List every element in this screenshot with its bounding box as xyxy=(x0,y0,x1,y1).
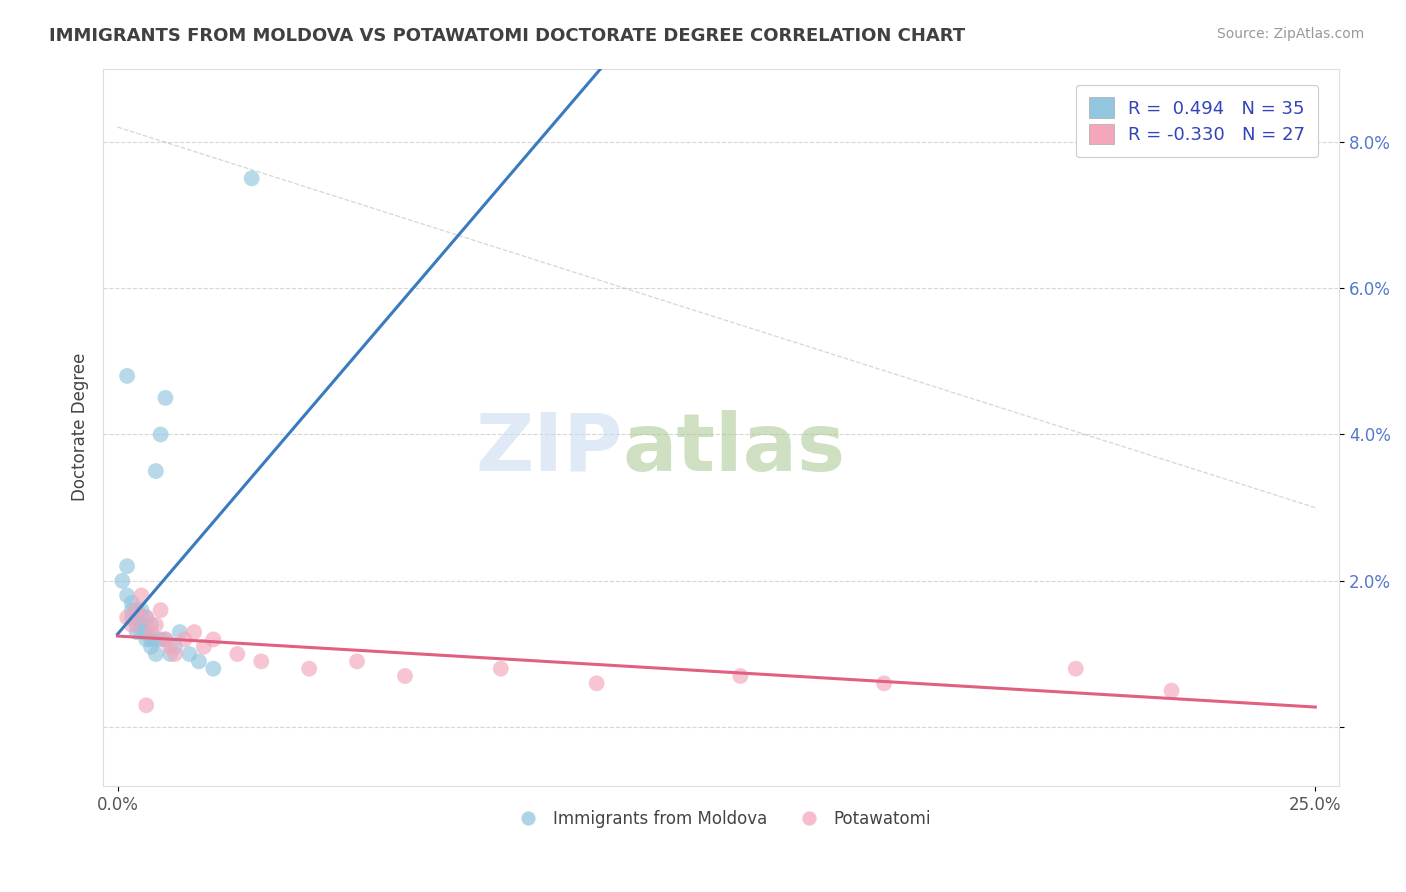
Point xyxy=(394,669,416,683)
Point xyxy=(145,464,167,478)
Point xyxy=(139,640,162,654)
Point xyxy=(125,603,148,617)
Point xyxy=(139,617,162,632)
Point xyxy=(121,610,143,624)
Point xyxy=(173,632,195,647)
Point xyxy=(873,676,896,690)
Legend: Immigrants from Moldova, Potawatomi: Immigrants from Moldova, Potawatomi xyxy=(505,804,938,835)
Text: ZIP: ZIP xyxy=(475,409,623,488)
Point xyxy=(179,647,201,661)
Point xyxy=(298,662,321,676)
Point xyxy=(115,610,138,624)
Point xyxy=(111,574,134,588)
Y-axis label: Doctorate Degree: Doctorate Degree xyxy=(72,353,89,501)
Point xyxy=(131,625,153,640)
Point xyxy=(125,617,148,632)
Point xyxy=(155,632,177,647)
Point xyxy=(139,632,162,647)
Point xyxy=(145,647,167,661)
Point xyxy=(585,676,607,690)
Point xyxy=(202,662,225,676)
Point xyxy=(1160,683,1182,698)
Point xyxy=(125,625,148,640)
Point xyxy=(131,589,153,603)
Point xyxy=(135,610,157,624)
Point xyxy=(135,610,157,624)
Text: IMMIGRANTS FROM MOLDOVA VS POTAWATOMI DOCTORATE DEGREE CORRELATION CHART: IMMIGRANTS FROM MOLDOVA VS POTAWATOMI DO… xyxy=(49,27,966,45)
Point xyxy=(139,625,162,640)
Point xyxy=(226,647,249,661)
Point xyxy=(730,669,752,683)
Point xyxy=(155,632,177,647)
Point xyxy=(188,654,211,668)
Point xyxy=(135,625,157,640)
Point xyxy=(131,603,153,617)
Point xyxy=(121,617,143,632)
Point xyxy=(125,603,148,617)
Point xyxy=(163,647,186,661)
Point xyxy=(121,603,143,617)
Point xyxy=(163,640,186,654)
Point xyxy=(149,603,172,617)
Point xyxy=(145,632,167,647)
Point xyxy=(202,632,225,647)
Point xyxy=(115,368,138,383)
Point xyxy=(1064,662,1087,676)
Point xyxy=(131,610,153,624)
Point xyxy=(115,589,138,603)
Point xyxy=(169,625,191,640)
Point xyxy=(159,647,181,661)
Point xyxy=(346,654,368,668)
Point xyxy=(183,625,205,640)
Point xyxy=(121,596,143,610)
Text: atlas: atlas xyxy=(623,409,845,488)
Point xyxy=(125,610,148,624)
Point xyxy=(250,654,273,668)
Point xyxy=(135,698,157,713)
Point xyxy=(115,559,138,574)
Point xyxy=(149,632,172,647)
Point xyxy=(149,427,172,442)
Point xyxy=(240,171,263,186)
Point xyxy=(135,632,157,647)
Point xyxy=(489,662,512,676)
Point xyxy=(131,617,153,632)
Point xyxy=(155,391,177,405)
Text: Source: ZipAtlas.com: Source: ZipAtlas.com xyxy=(1216,27,1364,41)
Point xyxy=(193,640,215,654)
Point xyxy=(145,617,167,632)
Point xyxy=(159,640,181,654)
